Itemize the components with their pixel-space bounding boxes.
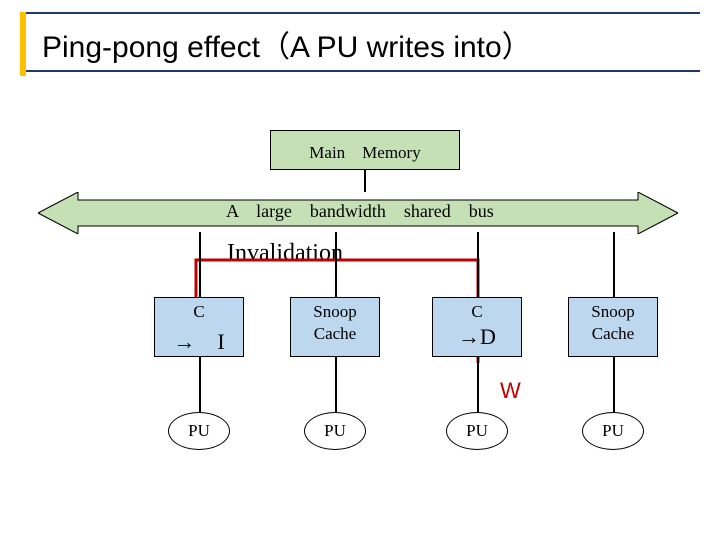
cache-box-3: SnoopCache <box>568 297 658 357</box>
cache-line1-2: C <box>433 302 521 322</box>
pu-1: PU <box>304 412 366 450</box>
cache-line1-1: Snoop <box>291 302 379 322</box>
cache-line1-0: C <box>155 302 243 322</box>
cache-line1-3: Snoop <box>569 302 657 322</box>
conn-cache-pu-2 <box>477 357 479 412</box>
cache-box-0: C→ I <box>154 297 244 357</box>
write-label: W <box>500 378 521 404</box>
bus-label: A large bandwidth shared bus <box>0 197 720 223</box>
cache-box-1: SnoopCache <box>290 297 380 357</box>
conn-bus-cache-0 <box>199 232 201 297</box>
cache-line2-3: Cache <box>569 324 657 344</box>
conn-mem-bus <box>364 170 366 192</box>
pu-0: PU <box>168 412 230 450</box>
page-title: Ping-pong effect（A PU writes into） <box>42 22 532 66</box>
conn-bus-cache-3 <box>613 232 615 297</box>
pu-3: PU <box>582 412 644 450</box>
cache-box-2: C→D <box>432 297 522 357</box>
cache-line2-1: Cache <box>291 324 379 344</box>
main-memory-label: Main Memory <box>309 138 420 163</box>
pu-2: PU <box>446 412 508 450</box>
conn-bus-cache-1 <box>335 232 337 297</box>
main-memory-box: Main Memory <box>270 130 460 170</box>
conn-cache-pu-0 <box>199 357 201 412</box>
cache-line2-0: → I <box>155 324 243 356</box>
conn-bus-cache-2 <box>477 232 479 297</box>
cache-line2-2: →D <box>433 324 521 350</box>
conn-cache-pu-1 <box>335 357 337 412</box>
title-accent <box>20 12 26 76</box>
title-bar: Ping-pong effect（A PU writes into） <box>20 12 700 72</box>
conn-cache-pu-3 <box>613 357 615 412</box>
